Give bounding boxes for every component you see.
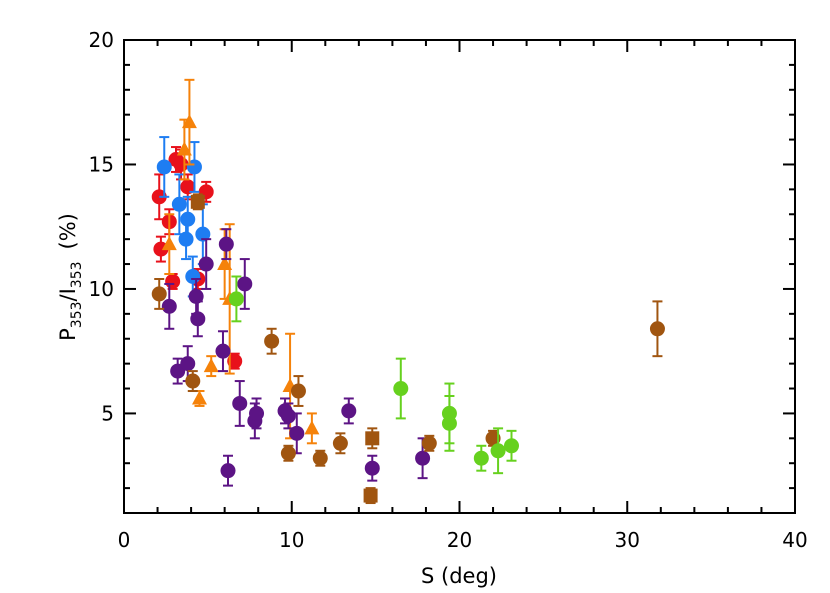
data-point-circle <box>215 343 231 359</box>
data-point-circle <box>237 276 253 292</box>
data-point-circle <box>180 179 196 195</box>
data-point-circle <box>490 443 506 459</box>
y-axis-title-unit: (%) <box>56 213 80 249</box>
data-point-square <box>190 194 205 209</box>
data-point-circle <box>441 415 457 431</box>
data-point-circle <box>151 286 167 302</box>
data-point-circle <box>195 226 211 242</box>
series-6 <box>228 275 520 475</box>
data-point-circle <box>171 196 187 212</box>
data-point-circle <box>280 445 296 461</box>
x-tick-label: 20 <box>447 528 472 552</box>
series-3 <box>161 228 431 487</box>
data-point-circle <box>165 273 181 289</box>
data-point-square <box>365 431 380 446</box>
x-tick-label: 30 <box>615 528 640 552</box>
data-point-circle <box>264 333 280 349</box>
data-point-circle <box>232 395 248 411</box>
y-axis-title-subscript-1: 353 <box>69 301 85 328</box>
y-axis-title-slash: /I <box>56 288 80 301</box>
data-point-circle <box>220 463 236 479</box>
data-point-circle <box>186 159 202 175</box>
data-point-square <box>363 488 378 503</box>
data-point-triangle <box>203 358 219 373</box>
data-point-circle <box>312 450 328 466</box>
data-point-circle <box>185 269 201 284</box>
data-point-circle <box>218 236 234 252</box>
series-4 <box>151 277 665 467</box>
data-point-triangle <box>304 420 320 435</box>
data-point-circle <box>332 435 348 451</box>
data-point-circle <box>393 381 409 397</box>
data-point-circle <box>649 321 665 337</box>
data-point-circle <box>504 438 520 454</box>
data-point-triangle <box>191 390 207 405</box>
axis-tick-labels: 0 10 20 30 40 5 10 15 20 <box>89 28 808 552</box>
x-tick-label: 40 <box>782 528 807 552</box>
axis-ticks <box>123 39 796 514</box>
data-point-circle <box>364 460 380 476</box>
data-point-circle <box>178 231 194 247</box>
data-point-circle <box>227 353 243 369</box>
data-point-circle <box>289 425 305 441</box>
y-tick-label: 20 <box>89 28 114 52</box>
x-tick-label: 10 <box>279 528 304 552</box>
x-axis-title: S (deg) <box>421 564 497 588</box>
data-point-circle <box>290 383 306 399</box>
data-point-circle <box>249 405 265 421</box>
x-tick-label: 0 <box>118 528 131 552</box>
y-tick-label: 10 <box>89 277 114 301</box>
data-point-circle <box>198 256 214 272</box>
data-point-circle <box>151 189 167 205</box>
y-axis-title-subscript-2: 353 <box>69 261 85 288</box>
data-point-circle <box>473 450 489 466</box>
data-point-triangle <box>181 114 197 129</box>
data-point-circle <box>485 430 501 446</box>
data-point-circle <box>280 408 296 424</box>
data-points <box>151 78 665 505</box>
data-point-circle <box>190 311 206 327</box>
data-point-circle <box>421 435 437 451</box>
data-point-circle <box>156 159 172 175</box>
data-point-triangle <box>161 236 177 251</box>
y-axis-title: P353/I353(%) <box>56 213 85 341</box>
series-5 <box>190 193 380 505</box>
data-point-circle <box>415 450 431 466</box>
data-point-circle <box>341 403 357 419</box>
y-tick-label: 5 <box>101 401 114 425</box>
data-point-circle <box>228 291 244 307</box>
data-point-circle <box>161 298 177 314</box>
y-axis-title-base: P <box>56 328 80 341</box>
data-point-triangle <box>176 141 192 156</box>
data-point-triangle <box>217 256 233 271</box>
data-point-circle <box>185 373 201 389</box>
y-tick-label: 15 <box>89 152 114 176</box>
data-point-circle <box>188 288 204 304</box>
data-point-circle <box>180 356 196 372</box>
